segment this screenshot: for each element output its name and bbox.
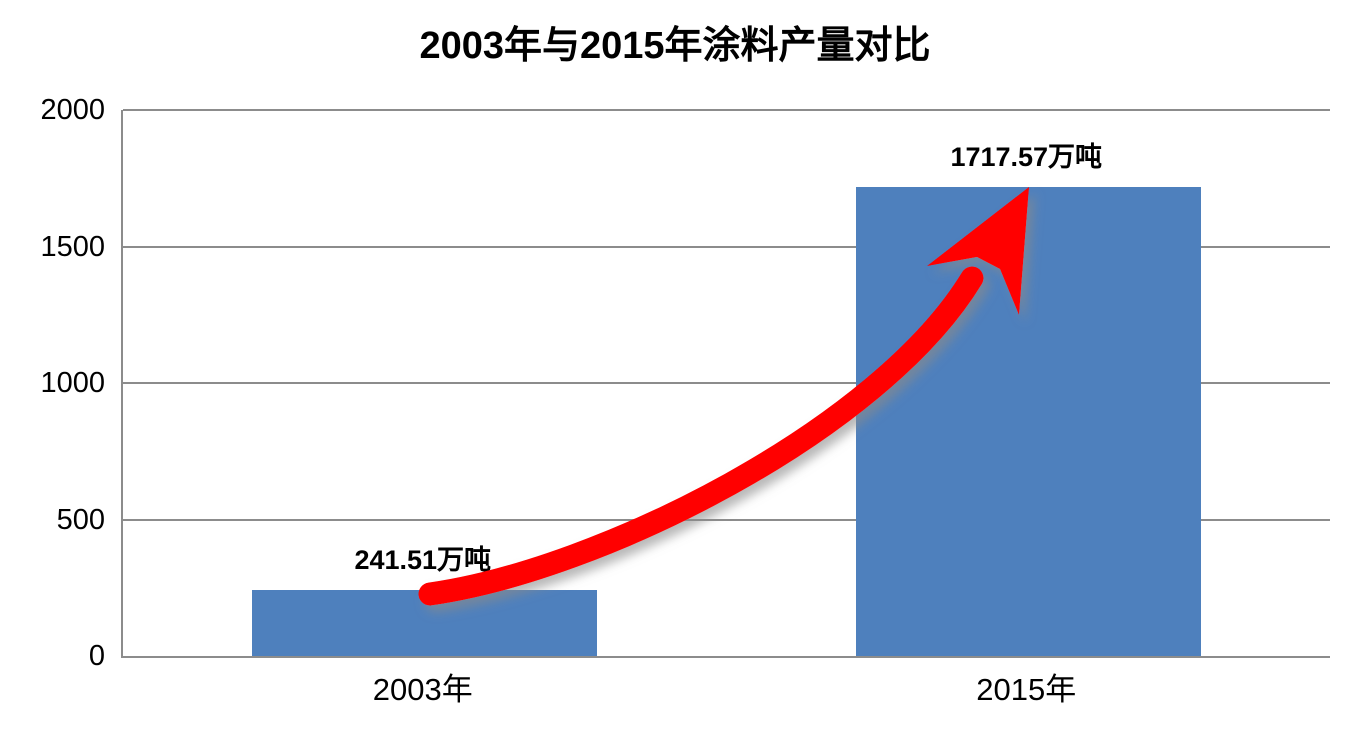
y-axis-tick-label: 1500 bbox=[40, 230, 105, 263]
gridline bbox=[123, 109, 1330, 111]
y-axis-tick-label: 0 bbox=[88, 640, 105, 672]
x-axis-label: 2015年 bbox=[976, 672, 1077, 707]
bar-2015[interactable] bbox=[855, 187, 1201, 656]
bar-2003[interactable] bbox=[252, 590, 598, 656]
value-label: 1717.57万吨 bbox=[950, 142, 1103, 173]
y-axis-tick-label: 2000 bbox=[40, 94, 105, 126]
x-axis-label: 2003年 bbox=[372, 672, 473, 707]
value-label: 241.51万吨 bbox=[354, 545, 492, 576]
y-axis-tick-label: 1000 bbox=[40, 367, 105, 399]
chart-title: 2003年与2015年涂料产量对比 bbox=[419, 25, 931, 67]
gridline bbox=[123, 245, 1330, 248]
y-axis-tick-label: 500 bbox=[56, 503, 105, 536]
